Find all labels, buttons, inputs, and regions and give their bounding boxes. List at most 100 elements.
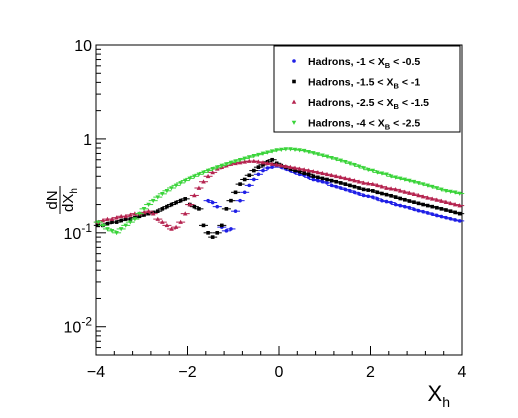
data-point (229, 227, 233, 231)
data-point (238, 198, 242, 203)
data-point (150, 211, 156, 216)
data-point (137, 211, 142, 217)
x-tick-label: 0 (275, 364, 284, 381)
data-point (338, 158, 344, 163)
data-point (169, 202, 174, 207)
data-point (297, 169, 302, 174)
data-point (348, 189, 352, 193)
data-point (192, 193, 197, 198)
legend-label: Hadrons, -1.5 < XB < -1 (308, 77, 420, 91)
data-point (247, 173, 252, 178)
data-point (306, 149, 312, 155)
legend-box (273, 45, 461, 133)
data-point (301, 148, 307, 154)
data-point (343, 182, 348, 186)
data-point (210, 167, 215, 172)
series-3 (93, 158, 465, 231)
data-point (205, 168, 211, 173)
data-point (439, 207, 444, 211)
data-point (242, 177, 247, 182)
legend-label: Hadrons, -2.5 < XB < -1.5 (308, 97, 429, 111)
axis-minor-ticks (95, 44, 463, 356)
data-point (398, 196, 403, 201)
data-point (412, 200, 416, 204)
data-point (397, 176, 403, 181)
data-point (210, 169, 215, 175)
data-point (219, 163, 225, 168)
data-point (370, 195, 375, 199)
data-point (421, 202, 425, 207)
data-point (420, 182, 426, 187)
data-point (196, 185, 202, 190)
data-point (242, 190, 247, 195)
data-point (114, 215, 119, 220)
data-point (233, 190, 238, 195)
data-point (201, 223, 206, 228)
data-point (457, 203, 463, 208)
data-point (233, 209, 238, 213)
data-point (109, 216, 115, 221)
data-point (206, 198, 210, 203)
data-point (457, 191, 463, 196)
data-point (224, 207, 229, 211)
series-2 (93, 157, 465, 239)
data-point (302, 171, 306, 176)
data-point (375, 170, 380, 175)
x-axis-title: Xh (428, 381, 450, 410)
y-tick-label: 1 (83, 132, 92, 149)
data-point (343, 187, 348, 192)
data-point (224, 229, 229, 233)
data-point (343, 160, 348, 165)
data-point (361, 166, 366, 171)
data-point (425, 203, 430, 208)
data-point (270, 157, 274, 162)
data-point (173, 183, 179, 188)
data-point (192, 174, 197, 179)
data-point (178, 219, 183, 224)
data-point (247, 183, 252, 188)
data-point (242, 156, 247, 161)
data-point (169, 186, 174, 191)
data-point (320, 176, 325, 181)
data-point (233, 159, 238, 164)
data-point (215, 204, 220, 209)
data-point (366, 188, 371, 192)
data-point (311, 151, 316, 156)
data-point (316, 175, 320, 180)
data-point (178, 181, 183, 186)
data-point (389, 200, 393, 205)
data-point (357, 186, 361, 190)
data-point (329, 155, 334, 161)
data-point (220, 223, 224, 228)
legend-label: Hadrons, -4 < XB < -2.5 (308, 118, 420, 132)
data-point (348, 183, 352, 188)
y-tick-label: 10-2 (64, 315, 93, 337)
data-point (283, 147, 289, 152)
data-point (114, 220, 119, 224)
data-point (261, 163, 265, 167)
data-point (95, 220, 101, 225)
data-point (370, 189, 375, 193)
data-point (256, 172, 261, 177)
data-point (411, 179, 417, 185)
data-point (389, 193, 393, 198)
data-point (457, 211, 462, 216)
data-point (192, 204, 197, 209)
data-point (132, 217, 138, 222)
data-point (270, 165, 274, 169)
data-point (333, 157, 339, 162)
data-point (197, 207, 201, 211)
data-point (453, 210, 457, 215)
data-point (329, 178, 334, 183)
data-point (160, 207, 165, 211)
data-point (182, 178, 188, 183)
data-point (174, 200, 178, 205)
data-point (123, 223, 129, 228)
data-point (435, 205, 439, 210)
data-point (416, 181, 421, 186)
data-point (320, 153, 325, 158)
data-point (123, 213, 129, 219)
data-point (100, 218, 106, 223)
data-point (252, 177, 256, 182)
